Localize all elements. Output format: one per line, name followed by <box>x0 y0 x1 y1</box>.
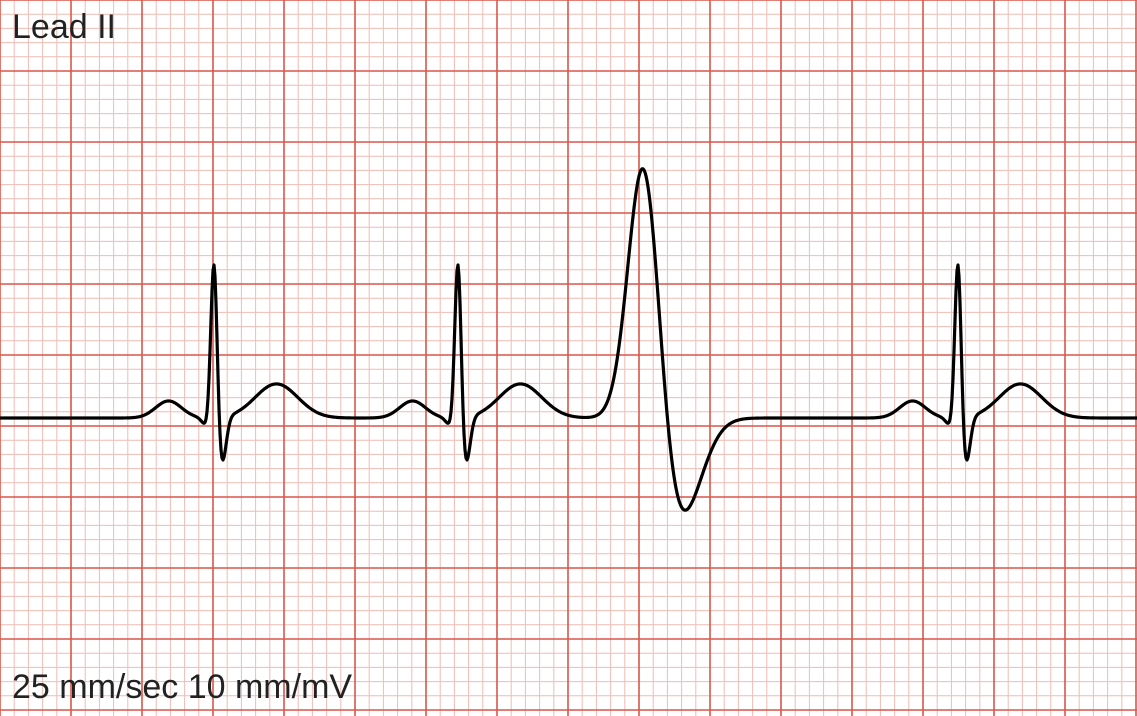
ecg-strip: Lead II 25 mm/sec 10 mm/mV <box>0 0 1137 716</box>
lead-label: Lead II <box>12 8 116 47</box>
ecg-svg <box>0 0 1137 716</box>
calibration-label: 25 mm/sec 10 mm/mV <box>12 668 352 707</box>
